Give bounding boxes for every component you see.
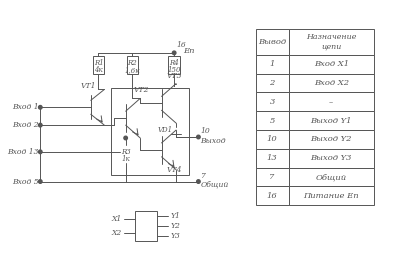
Text: 10: 10 — [200, 127, 210, 135]
Bar — [93, 56, 104, 74]
Text: R4: R4 — [169, 59, 179, 67]
Bar — [289, 186, 374, 205]
Bar — [135, 211, 157, 241]
Bar — [126, 56, 138, 74]
Bar — [256, 149, 289, 168]
Text: VD1: VD1 — [158, 126, 173, 134]
Text: R2: R2 — [128, 59, 137, 67]
Text: 4к: 4к — [94, 66, 103, 74]
Text: 3: 3 — [270, 98, 275, 106]
Text: Общий: Общий — [200, 180, 228, 189]
Text: R3: R3 — [121, 148, 131, 156]
Text: Выход: Выход — [200, 137, 226, 145]
Text: VT3: VT3 — [166, 72, 182, 80]
Text: R1: R1 — [94, 59, 103, 67]
Bar — [256, 186, 289, 205]
Bar — [289, 111, 374, 130]
Text: 1,6к: 1,6к — [125, 66, 140, 74]
Text: 5: 5 — [270, 117, 275, 125]
Bar — [289, 55, 374, 74]
Bar — [256, 29, 289, 55]
Text: Еп: Еп — [183, 47, 194, 55]
Bar — [256, 168, 289, 186]
Text: VT4: VT4 — [166, 166, 182, 174]
Text: Вход X1: Вход X1 — [314, 60, 349, 68]
Text: Вход 2: Вход 2 — [12, 121, 38, 129]
Text: Y2: Y2 — [170, 222, 180, 230]
Bar — [289, 74, 374, 93]
Bar — [168, 56, 180, 74]
Circle shape — [173, 51, 176, 55]
Bar — [289, 130, 374, 149]
Text: 7: 7 — [270, 173, 275, 181]
Text: VT2: VT2 — [134, 87, 149, 94]
Circle shape — [39, 123, 42, 127]
Text: Вход 5: Вход 5 — [12, 177, 38, 186]
Text: Y3: Y3 — [170, 232, 180, 240]
Text: –: – — [329, 98, 333, 106]
Text: Общий: Общий — [316, 173, 347, 181]
Text: 16: 16 — [176, 41, 186, 49]
Bar — [256, 93, 289, 111]
Text: Y1: Y1 — [170, 212, 180, 220]
Bar — [256, 111, 289, 130]
Text: Выход Y3: Выход Y3 — [310, 154, 352, 162]
Circle shape — [197, 135, 200, 139]
Text: 16: 16 — [267, 192, 278, 200]
Bar — [256, 74, 289, 93]
Bar — [256, 130, 289, 149]
Text: 2: 2 — [270, 79, 275, 87]
Text: Выход Y1: Выход Y1 — [310, 117, 352, 125]
Text: Назначение
цепи: Назначение цепи — [306, 33, 357, 51]
Text: 7: 7 — [200, 172, 205, 180]
Text: Вход X2: Вход X2 — [314, 79, 349, 87]
Text: Вывод: Вывод — [258, 38, 286, 46]
Text: X1: X1 — [112, 215, 122, 223]
Text: 1: 1 — [270, 60, 275, 68]
Text: X2: X2 — [112, 229, 122, 237]
Text: 13: 13 — [267, 154, 278, 162]
Polygon shape — [171, 127, 181, 134]
Bar — [256, 55, 289, 74]
Text: Вход 1: Вход 1 — [12, 103, 38, 111]
Bar — [289, 93, 374, 111]
Text: Питание Еп: Питание Еп — [304, 192, 359, 200]
Bar — [289, 29, 374, 55]
Text: 150: 150 — [168, 66, 181, 74]
Circle shape — [39, 150, 42, 154]
Circle shape — [39, 106, 42, 109]
Text: Выход Y2: Выход Y2 — [310, 135, 352, 144]
Text: Вход 13: Вход 13 — [7, 148, 38, 156]
Bar — [120, 145, 131, 163]
Bar — [111, 88, 189, 175]
Text: 1к: 1к — [121, 155, 130, 163]
Text: 10: 10 — [267, 135, 278, 144]
Bar — [289, 168, 374, 186]
Circle shape — [197, 180, 200, 183]
Circle shape — [124, 136, 127, 140]
Circle shape — [39, 180, 42, 183]
Text: VT1: VT1 — [81, 82, 97, 90]
Bar — [289, 149, 374, 168]
